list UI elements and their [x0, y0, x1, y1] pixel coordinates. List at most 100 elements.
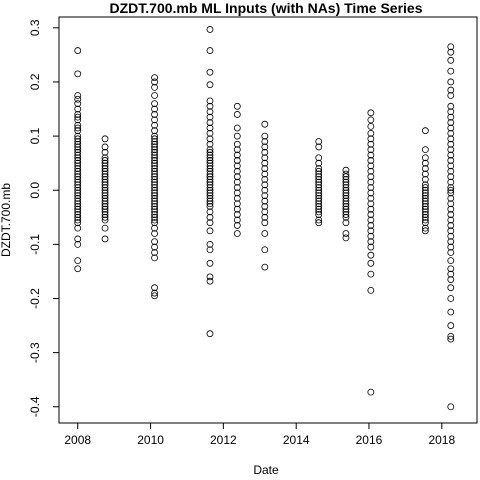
y-axis-label: DZDT.700.mb [0, 183, 13, 257]
data-point [151, 224, 158, 232]
data-point [342, 181, 350, 189]
data-point [151, 140, 158, 148]
x-axis-label: Date [253, 463, 279, 477]
data-point [101, 213, 109, 221]
data-point [206, 68, 214, 76]
data-point [367, 259, 375, 267]
data-point [74, 192, 82, 200]
data-point [315, 194, 323, 202]
data-point [261, 175, 269, 183]
data-point [206, 259, 214, 267]
data-point [233, 194, 241, 202]
data-point [342, 178, 350, 186]
y-tick-label: 0.3 [28, 19, 42, 36]
data-point [315, 143, 323, 151]
data-point [315, 170, 323, 178]
data-point [233, 200, 241, 208]
data-point [206, 129, 214, 137]
data-point [151, 289, 158, 297]
data-point [151, 143, 158, 151]
data-point [315, 200, 323, 208]
data-point [447, 243, 455, 251]
data-point [101, 154, 109, 162]
data-point [74, 173, 82, 181]
data-point [151, 254, 158, 262]
data-point [421, 194, 429, 202]
data-point [206, 227, 214, 235]
data-point [206, 181, 214, 189]
data-point [151, 208, 158, 216]
data-point [74, 124, 82, 132]
data-points [74, 26, 455, 411]
data-point [261, 213, 269, 221]
data-point [447, 124, 455, 132]
data-point [342, 184, 350, 191]
data-point [151, 219, 158, 227]
data-point [151, 148, 158, 156]
data-point [342, 219, 350, 227]
data-point [101, 173, 109, 181]
data-point [151, 181, 158, 189]
data-point [447, 200, 455, 208]
data-point [101, 211, 109, 218]
data-point [151, 205, 158, 213]
data-point [447, 194, 455, 202]
data-point [74, 219, 82, 227]
data-point [74, 257, 82, 265]
data-point [74, 200, 82, 208]
data-point [367, 286, 375, 294]
data-point [447, 322, 455, 329]
data-point [447, 335, 455, 343]
data-point [233, 184, 241, 191]
data-point [74, 181, 82, 189]
data-point [74, 178, 82, 186]
data-point [74, 100, 82, 108]
data-point [206, 159, 214, 167]
data-point [367, 216, 375, 224]
data-point [151, 238, 158, 246]
data-point [421, 154, 429, 162]
data-point [151, 178, 158, 186]
data-point [151, 173, 158, 181]
data-point [101, 162, 109, 170]
data-point [74, 132, 82, 140]
data-point [315, 159, 323, 167]
data-point [233, 162, 241, 170]
data-point [206, 240, 214, 248]
data-point [151, 159, 158, 167]
data-point [151, 132, 158, 140]
data-point [342, 205, 350, 213]
data-point [261, 197, 269, 205]
data-point [447, 232, 455, 240]
data-point [261, 154, 269, 162]
data-point [74, 224, 82, 232]
data-point [206, 173, 214, 181]
data-point [447, 108, 455, 116]
data-point [206, 154, 214, 162]
data-point [206, 97, 214, 105]
data-point [206, 192, 214, 200]
data-point [261, 246, 269, 254]
data-point [447, 146, 455, 154]
data-point [151, 151, 158, 159]
data-point [421, 227, 429, 235]
chart-title: DZDT.700.mb ML Inputs (with NAs) Time Se… [110, 0, 423, 16]
data-point [421, 197, 429, 205]
data-point [421, 211, 429, 218]
data-point [447, 167, 455, 175]
data-point [206, 157, 214, 164]
data-point [342, 197, 350, 205]
data-point [315, 219, 323, 227]
data-point [101, 170, 109, 178]
data-point [151, 184, 158, 191]
data-point [151, 83, 158, 91]
data-point [206, 135, 214, 143]
data-point [151, 211, 158, 218]
data-point [421, 184, 429, 191]
data-point [233, 132, 241, 140]
data-point [342, 208, 350, 216]
data-point [447, 211, 455, 218]
data-point [447, 276, 455, 283]
data-point [315, 184, 323, 191]
